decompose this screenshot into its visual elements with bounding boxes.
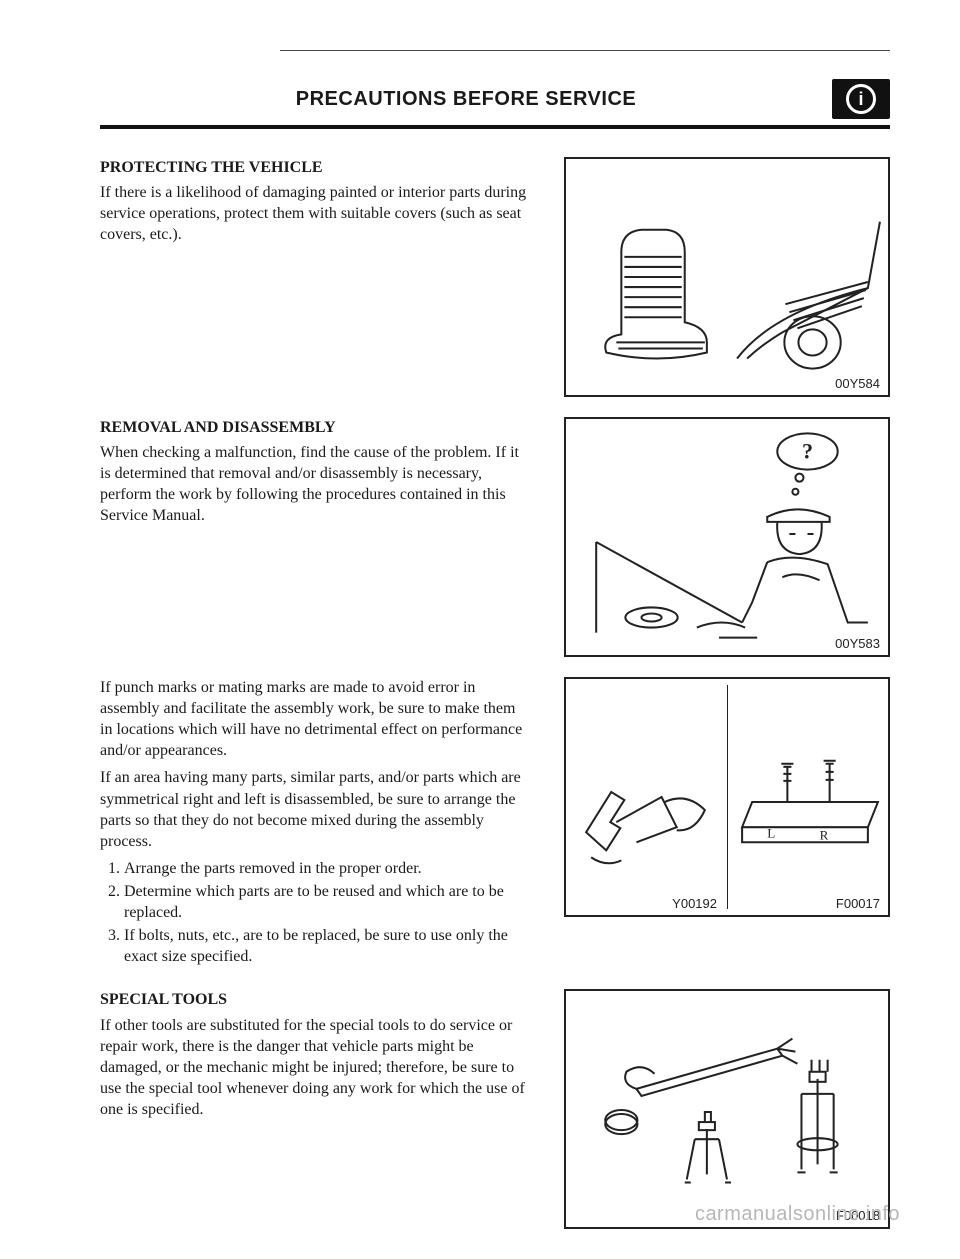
section-row: PROTECTING THE VEHICLE If there is a lik… (100, 157, 890, 397)
text-column: If punch marks or mating marks are made … (100, 677, 530, 969)
watermark: carmanualsonline.info (695, 1203, 900, 1226)
figure-caption: F00017 (836, 896, 880, 911)
figure-caption: 00Y583 (835, 636, 880, 651)
special-tools-illustration (566, 991, 888, 1227)
figure-column: L R Y00192 F00017 (564, 677, 890, 917)
section-heading: REMOVAL AND DISASSEMBLY (100, 417, 530, 438)
figure-box: L R Y00192 F00017 (564, 677, 890, 917)
figure-caption: Y00192 (672, 896, 727, 911)
section-row: SPECIAL TOOLS If other tools are substit… (100, 989, 890, 1229)
figure-column: F00018 (564, 989, 890, 1229)
svg-text:R: R (820, 827, 829, 842)
list-item: Determine which parts are to be reused a… (124, 881, 530, 923)
svg-text:?: ? (802, 439, 813, 464)
seat-cover-illustration (566, 159, 888, 395)
text-column: SPECIAL TOOLS If other tools are substit… (100, 989, 530, 1126)
content-area: PROTECTING THE VEHICLE If there is a lik… (100, 157, 890, 1229)
ordered-list: Arrange the parts removed in the proper … (100, 858, 530, 968)
figure-column: 00Y584 (564, 157, 890, 397)
figure-caption: 00Y584 (835, 376, 880, 391)
svg-text:L: L (767, 825, 775, 840)
section-heading: PROTECTING THE VEHICLE (100, 157, 530, 178)
header-rule (100, 125, 890, 129)
text-column: PROTECTING THE VEHICLE If there is a lik… (100, 157, 530, 251)
body-paragraph: If an area having many parts, similar pa… (100, 767, 530, 851)
figure-column: ? (564, 417, 890, 657)
figure-box: F00018 (564, 989, 890, 1229)
list-item: If bolts, nuts, etc., are to be replaced… (124, 925, 530, 967)
mechanic-thinking-illustration: ? (566, 419, 888, 655)
figure-box: 00Y584 (564, 157, 890, 397)
page-title: PRECAUTIONS BEFORE SERVICE (100, 88, 832, 111)
section-row: If punch marks or mating marks are made … (100, 677, 890, 969)
body-paragraph: If punch marks or mating marks are made … (100, 677, 530, 761)
text-column: REMOVAL AND DISASSEMBLY When checking a … (100, 417, 530, 533)
top-hairline-rule (280, 50, 890, 51)
info-badge: i (832, 79, 890, 119)
body-paragraph: When checking a malfunction, find the ca… (100, 442, 530, 526)
info-icon: i (846, 84, 876, 114)
section-row: REMOVAL AND DISASSEMBLY When checking a … (100, 417, 890, 657)
figure-divider (727, 685, 728, 909)
page-header: PRECAUTIONS BEFORE SERVICE i (100, 79, 890, 119)
figure-box: ? (564, 417, 890, 657)
body-paragraph: If there is a likelihood of damaging pai… (100, 182, 530, 245)
list-item: Arrange the parts removed in the proper … (124, 858, 530, 879)
body-paragraph: If other tools are substituted for the s… (100, 1015, 530, 1121)
section-heading: SPECIAL TOOLS (100, 989, 530, 1010)
